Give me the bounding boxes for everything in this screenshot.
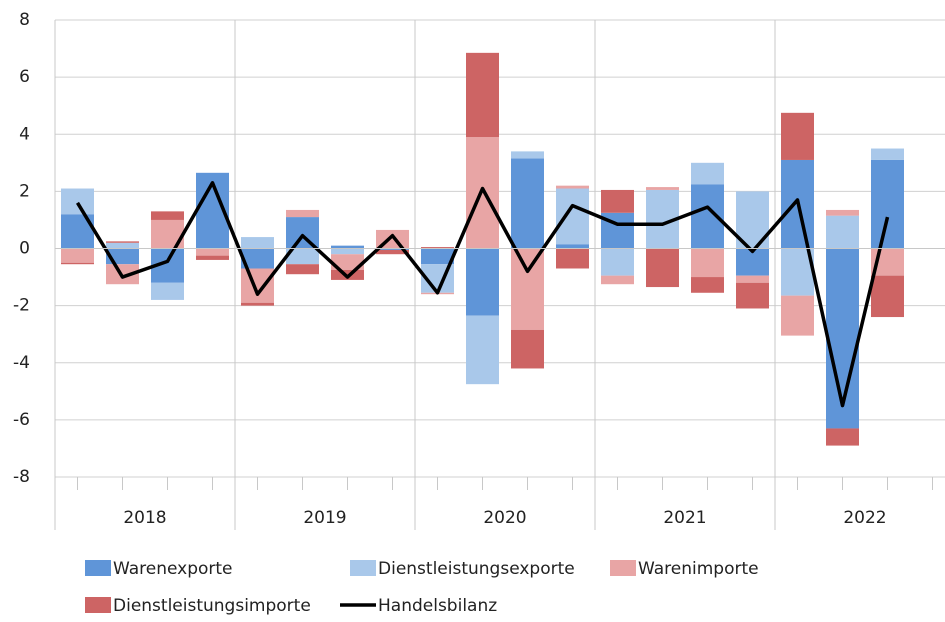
- legend-label: Warenexporte: [113, 559, 233, 579]
- bar: [466, 52, 499, 138]
- x-group-label: 2020: [483, 508, 526, 528]
- x-group-label: 2018: [123, 508, 166, 528]
- bar: [511, 151, 544, 159]
- y-tick-label: 6: [19, 67, 30, 87]
- y-tick-label: 4: [19, 124, 30, 144]
- bar: [556, 248, 589, 269]
- y-tick-label: -6: [13, 410, 30, 430]
- x-group-label: 2022: [843, 508, 886, 528]
- bar: [601, 189, 634, 213]
- y-tick-label: 2: [19, 181, 30, 201]
- legend-label: Dienstleistungsimporte: [113, 596, 311, 616]
- x-group-label: 2021: [663, 508, 706, 528]
- bar: [646, 248, 679, 288]
- bar: [601, 275, 634, 285]
- line: [76, 181, 890, 408]
- bar: [826, 428, 859, 446]
- bar: [241, 268, 274, 303]
- bar: [241, 237, 274, 249]
- bar: [376, 249, 409, 255]
- legend-label: Handelsbilanz: [378, 596, 497, 616]
- bar: [511, 158, 544, 249]
- bar: [511, 248, 544, 330]
- bar: [196, 255, 229, 260]
- bar: [691, 277, 724, 293]
- bar: [736, 282, 769, 309]
- bar: [826, 215, 859, 249]
- bar: [106, 241, 139, 243]
- y-tick-label: -4: [13, 353, 30, 373]
- bar: [781, 112, 814, 160]
- bar: [511, 329, 544, 369]
- x-group-label: 2019: [303, 508, 346, 528]
- legend-swatch: [610, 560, 636, 576]
- y-tick-label: 8: [19, 10, 30, 30]
- y-tick-label: -8: [13, 467, 30, 487]
- bar: [286, 217, 319, 249]
- bar: [61, 262, 94, 265]
- bar: [151, 211, 184, 220]
- bar: [556, 185, 589, 189]
- bar: [286, 248, 319, 265]
- bar: [241, 248, 274, 269]
- bar: [691, 248, 724, 278]
- bar: [466, 315, 499, 385]
- bar: [106, 242, 139, 249]
- bar: [196, 248, 229, 256]
- bar: [556, 244, 589, 249]
- legend-swatch: [350, 560, 376, 576]
- legend-swatch: [85, 560, 111, 576]
- bar: [871, 148, 904, 160]
- bar: [286, 209, 319, 218]
- legend-label: Warenimporte: [638, 559, 759, 579]
- bar: [781, 295, 814, 336]
- y-tick-label: -2: [13, 296, 30, 316]
- bar: [826, 209, 859, 216]
- bar: [871, 159, 904, 249]
- bar: [61, 188, 94, 215]
- bar: [466, 248, 499, 316]
- bar: [331, 248, 364, 255]
- bar: [331, 254, 364, 270]
- bar: [286, 264, 319, 275]
- legend-swatch: [85, 597, 111, 613]
- legend-label: Dienstleistungsexporte: [378, 559, 575, 579]
- bar: [601, 248, 634, 276]
- bar: [151, 282, 184, 300]
- bar: [376, 248, 409, 250]
- y-tick-label: 0: [19, 239, 30, 259]
- bar: [691, 162, 724, 185]
- bar: [331, 245, 364, 249]
- bar: [421, 247, 454, 249]
- bar: [421, 248, 454, 265]
- bar: [646, 187, 679, 190]
- bar: [61, 248, 94, 263]
- bar: [556, 188, 589, 245]
- bar: [871, 275, 904, 318]
- bar: [736, 275, 769, 283]
- bar: [241, 302, 274, 306]
